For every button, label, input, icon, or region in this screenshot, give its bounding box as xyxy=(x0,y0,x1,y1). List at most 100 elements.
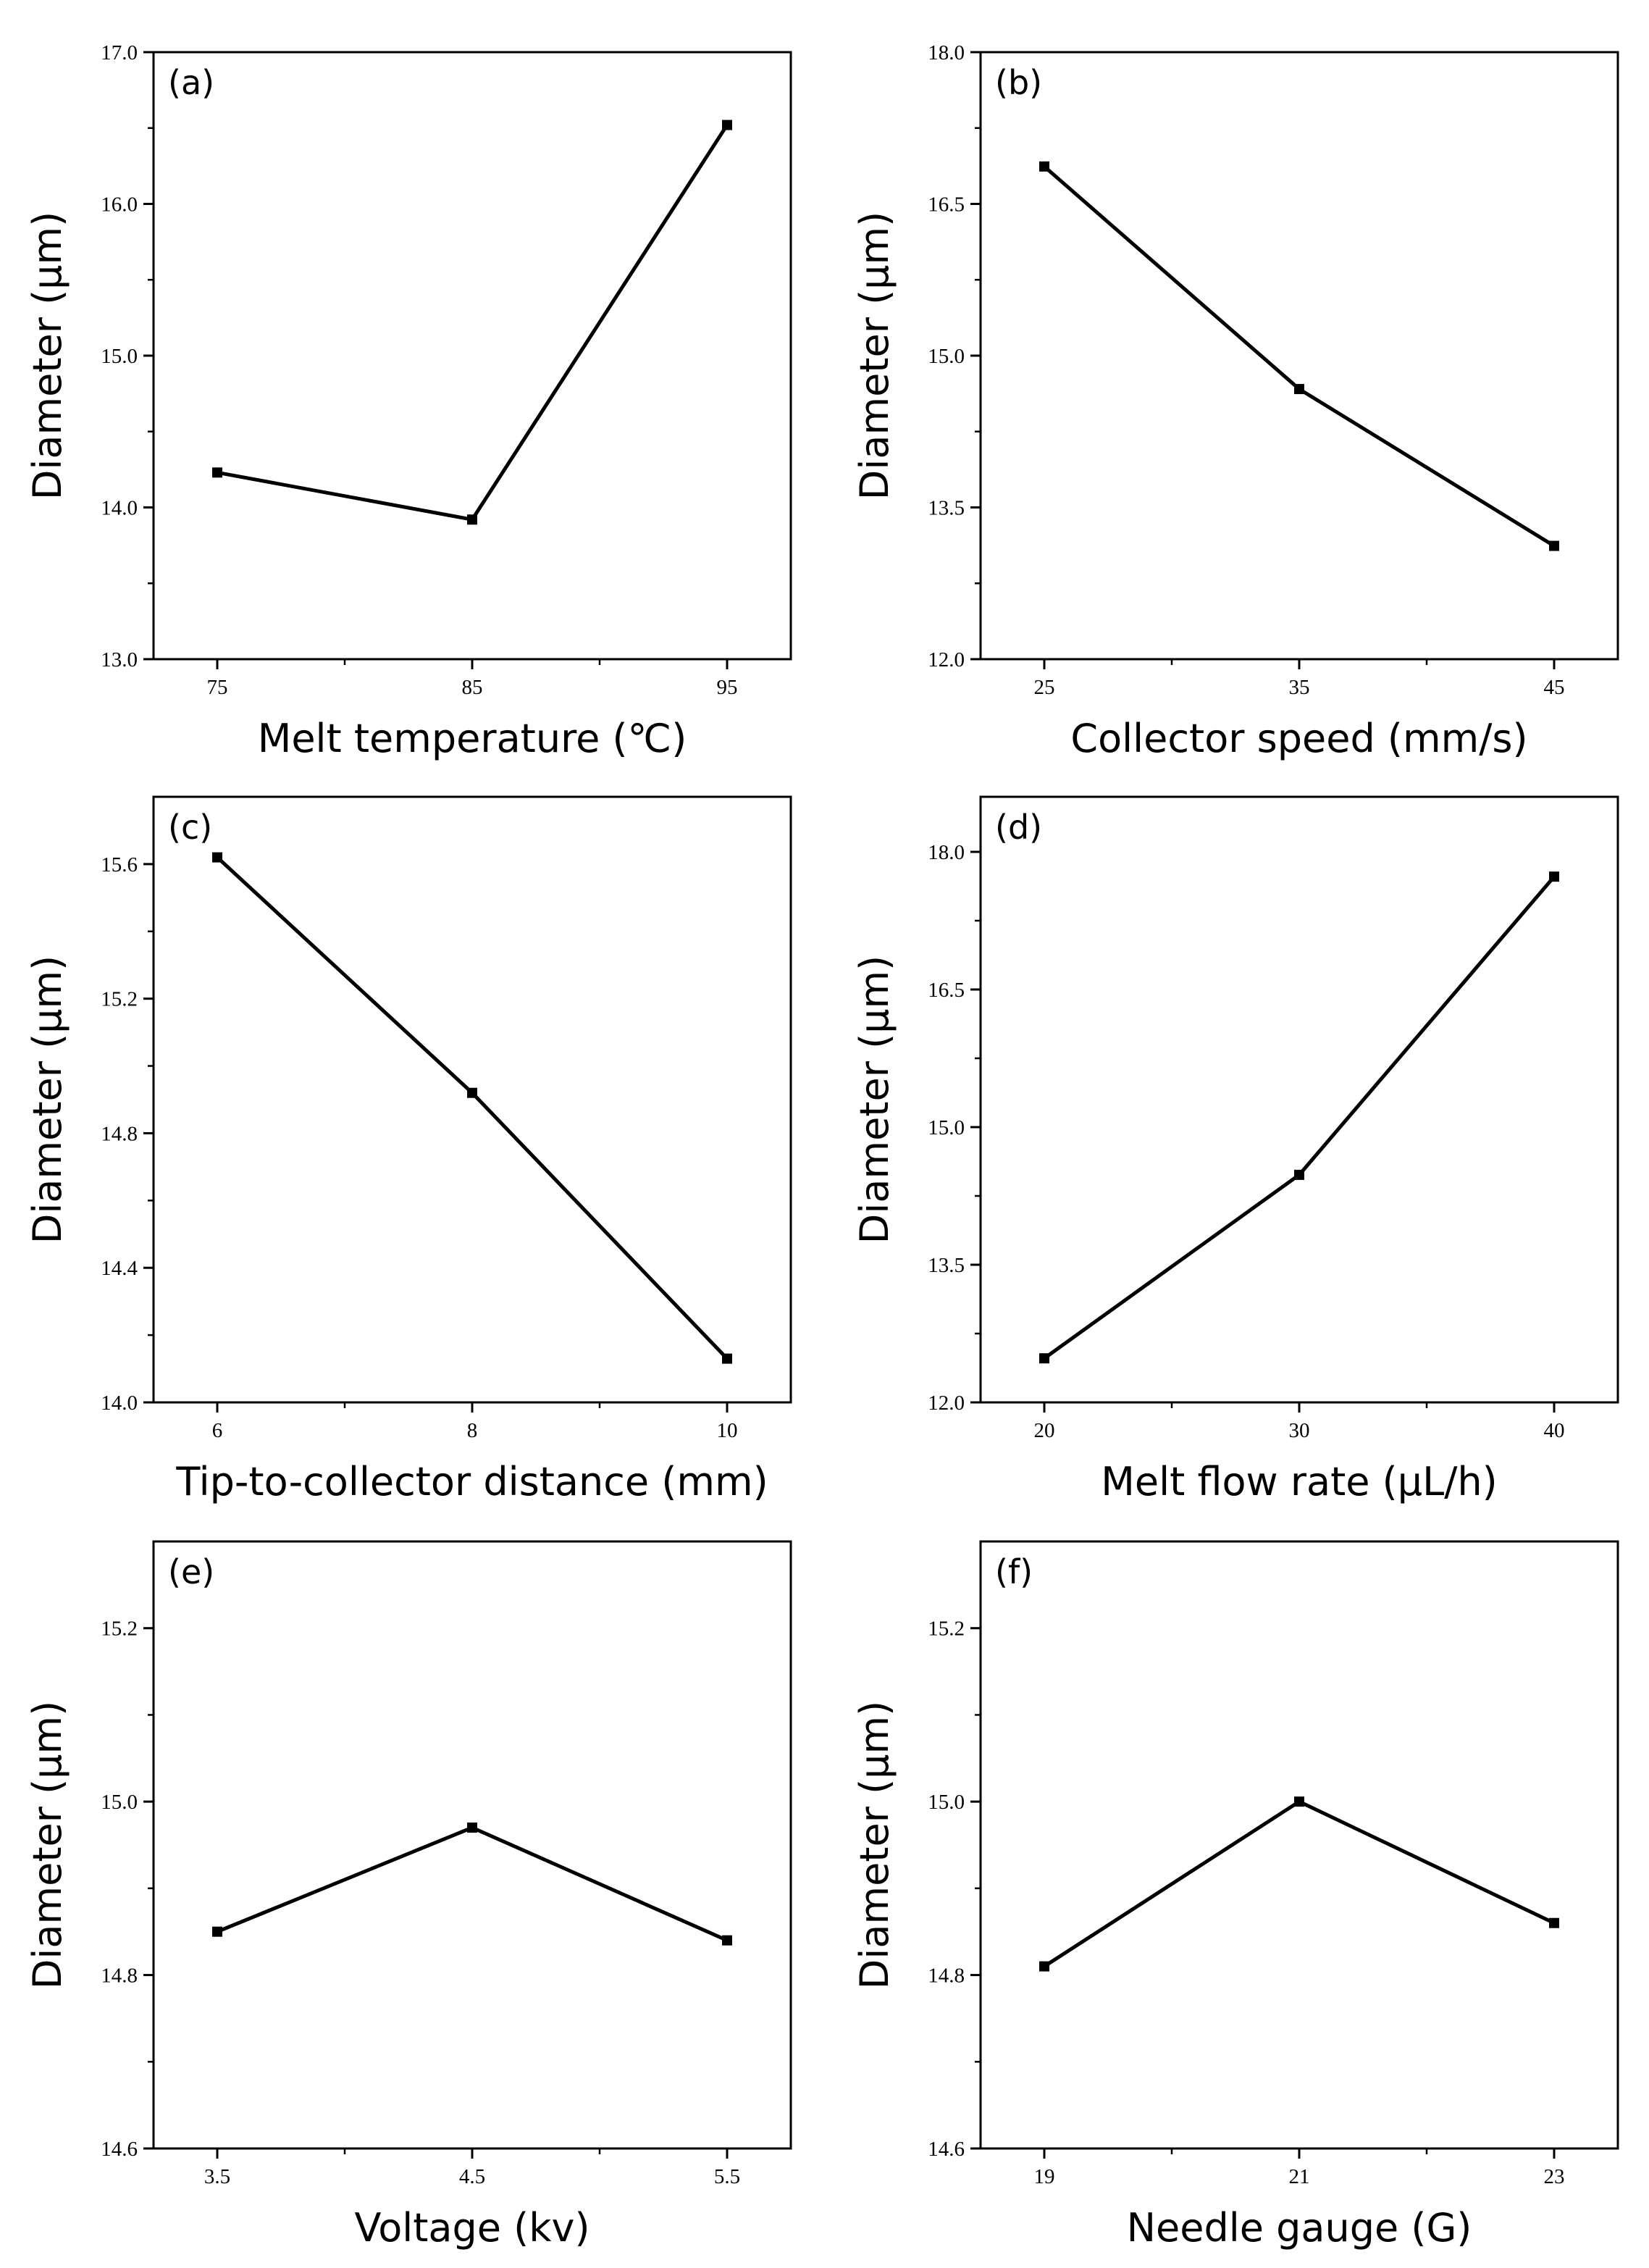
x-axis-label: Collector speed (mm/s) xyxy=(1070,716,1527,761)
series-line xyxy=(216,855,729,1360)
data-point xyxy=(1039,1353,1049,1364)
y-axis-label: Diameter (μm) xyxy=(852,955,897,1244)
y-tick-label: 13.5 xyxy=(928,497,965,520)
chart-panel-b: 12.0 13.5 15.0 16.5 18.0 25 35 45 (b) Collector s… xyxy=(852,41,1619,761)
x-tick-label: 40 xyxy=(1544,1419,1565,1442)
data-point xyxy=(722,1935,732,1946)
x-tick-label: 95 xyxy=(717,676,738,699)
y-tick-label: 14.8 xyxy=(928,1964,965,1988)
x-tick-label: 75 xyxy=(207,676,228,699)
y-tick-label: 14.8 xyxy=(101,1122,138,1145)
x-tick-label: 19 xyxy=(1034,2165,1055,2188)
y-tick-label: 14.0 xyxy=(101,497,138,520)
x-tick-label: 35 xyxy=(1289,676,1310,699)
y-tick-label: 12.0 xyxy=(928,1392,965,1415)
x-tick-label: 21 xyxy=(1289,2165,1310,2188)
data-point xyxy=(1549,540,1559,551)
data-point xyxy=(1294,1796,1304,1807)
y-tick-label: 14.6 xyxy=(928,2138,965,2161)
data-point xyxy=(1549,871,1559,882)
plot-frame xyxy=(152,1540,792,2150)
x-tick-label: 3.5 xyxy=(204,2165,230,2188)
y-axis-label: Diameter (μm) xyxy=(852,212,897,500)
x-tick-label: 20 xyxy=(1034,1419,1055,1442)
data-point xyxy=(1549,1917,1559,1928)
y-tick-label: 14.4 xyxy=(101,1257,138,1280)
x-tick-label: 85 xyxy=(462,676,483,699)
chart-panel-d: 12.0 13.5 15.0 16.5 18.0 20 30 40 (d) Melt flow r… xyxy=(852,795,1619,1505)
x-tick-label: 30 xyxy=(1289,1419,1310,1442)
y-tick-label: 15.2 xyxy=(928,1618,965,1641)
y-tick-label: 15.0 xyxy=(928,345,965,368)
series-line xyxy=(217,124,729,522)
x-tick-label: 45 xyxy=(1544,676,1565,699)
y-tick-label: 12.0 xyxy=(928,648,965,671)
panel-label: (f) xyxy=(995,1552,1033,1591)
chart-panel-c: 14.0 14.4 14.8 15.2 15.6 6 8 10 (c) Tip-to-collec… xyxy=(25,795,792,1505)
y-tick-label: 16.5 xyxy=(928,979,965,1002)
y-tick-label: 16.0 xyxy=(101,193,138,217)
data-point xyxy=(1294,384,1304,395)
x-axis-label: Voltage (kv) xyxy=(354,2205,589,2251)
data-point xyxy=(722,120,732,130)
x-tick-label: 25 xyxy=(1034,676,1055,699)
series-line xyxy=(1043,1799,1556,1968)
plot-frame xyxy=(979,1540,1619,2150)
y-tick-label: 15.2 xyxy=(101,988,138,1011)
x-tick-label: 5.5 xyxy=(714,2165,740,2188)
y-tick-label: 15.0 xyxy=(101,345,138,368)
data-point xyxy=(212,467,222,478)
chart-panel-e: 14.6 14.8 15.0 15.2 3.5 4.5 5.5 (e) Voltage (kv)… xyxy=(25,1540,792,2251)
y-tick-label: 18.0 xyxy=(928,841,965,864)
series-line xyxy=(1043,875,1556,1360)
data-point xyxy=(467,1823,477,1833)
x-axis-label: Melt flow rate (μL/h) xyxy=(1101,1459,1497,1505)
data-point xyxy=(1039,1961,1049,1972)
x-tick-label: 6 xyxy=(212,1419,223,1442)
x-tick-label: 4.5 xyxy=(459,2165,485,2188)
y-tick-label: 18.0 xyxy=(928,41,965,64)
series-line xyxy=(217,1825,729,1942)
panel-label: (d) xyxy=(995,808,1042,847)
y-tick-label: 15.6 xyxy=(101,853,138,876)
panel-label: (b) xyxy=(995,63,1042,102)
x-tick-label: 10 xyxy=(717,1419,738,1442)
y-tick-label: 13.0 xyxy=(101,648,138,671)
x-axis-label: Needle gauge (G) xyxy=(1127,2205,1472,2251)
series-line xyxy=(1043,164,1556,548)
y-tick-label: 14.6 xyxy=(101,2138,138,2161)
y-tick-label: 15.0 xyxy=(101,1791,138,1814)
data-point xyxy=(467,514,477,525)
data-point xyxy=(212,852,222,863)
y-axis-label: Diameter (μm) xyxy=(25,1701,70,1989)
plot-frame xyxy=(152,51,792,661)
y-tick-label: 13.5 xyxy=(928,1254,965,1277)
data-point xyxy=(467,1087,477,1098)
panel-label: (a) xyxy=(168,63,214,102)
y-tick-label: 17.0 xyxy=(101,41,138,64)
plot-frame xyxy=(979,795,1619,1404)
y-axis-label: Diameter (μm) xyxy=(25,212,70,500)
y-tick-label: 15.2 xyxy=(101,1618,138,1641)
panel-label: (c) xyxy=(168,808,212,847)
x-axis-label: Tip-to-collector distance (mm) xyxy=(175,1459,768,1505)
x-tick-label: 8 xyxy=(467,1419,478,1442)
data-point xyxy=(1039,161,1049,172)
plot-frame xyxy=(979,51,1619,661)
y-tick-label: 15.0 xyxy=(928,1116,965,1139)
y-tick-label: 15.0 xyxy=(928,1791,965,1814)
panel-label: (e) xyxy=(168,1552,214,1591)
y-axis-label: Diameter (μm) xyxy=(25,955,70,1244)
x-axis-label: Melt temperature (℃) xyxy=(258,716,687,761)
data-point xyxy=(722,1353,732,1364)
x-tick-label: 23 xyxy=(1544,2165,1565,2188)
data-point xyxy=(212,1926,222,1937)
y-tick-label: 14.0 xyxy=(101,1392,138,1415)
chart-panel-f: 14.6 14.8 15.0 15.2 19 21 23 (f) Needle gauge (G… xyxy=(852,1540,1619,2251)
data-point xyxy=(1294,1169,1304,1180)
y-tick-label: 14.8 xyxy=(101,1964,138,1988)
y-tick-label: 16.5 xyxy=(928,193,965,217)
chart-panel-a: 13.0 14.0 15.0 16.0 17.0 75 85 95 (a) Melt temper… xyxy=(25,41,792,761)
y-axis-label: Diameter (μm) xyxy=(852,1701,897,1989)
